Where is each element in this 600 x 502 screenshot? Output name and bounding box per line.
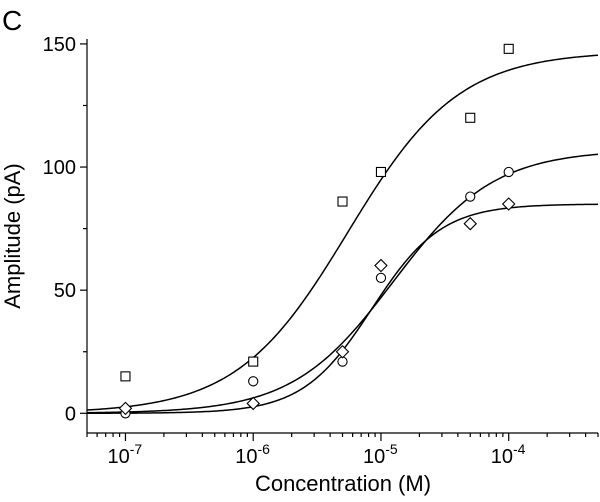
y-tick-label: 150 bbox=[43, 34, 76, 56]
fit-curve-diamonds bbox=[87, 203, 599, 414]
data-point-circle bbox=[465, 191, 476, 202]
data-point-square bbox=[465, 112, 476, 123]
fit-curve-squares bbox=[86, 54, 599, 411]
y-tick-label: 50 bbox=[54, 280, 76, 302]
data-point-square bbox=[120, 371, 131, 382]
data-point-diamond bbox=[335, 344, 350, 359]
data-point-diamond bbox=[501, 197, 516, 211]
data-point-diamond bbox=[463, 216, 478, 231]
y-axis-label: Amplitude (pA) bbox=[0, 163, 25, 309]
data-point-square bbox=[503, 43, 514, 54]
data-point-diamond bbox=[374, 258, 388, 273]
data-point-diamond bbox=[246, 396, 260, 411]
y-tick-label: 100 bbox=[43, 157, 76, 179]
data-point-square bbox=[248, 356, 259, 367]
data-point-diamond bbox=[118, 401, 133, 416]
data-point-square bbox=[375, 166, 387, 178]
x-axis-label: Concentration (M) bbox=[255, 471, 431, 496]
data-point-circle bbox=[503, 166, 514, 178]
data-point-square bbox=[337, 196, 348, 207]
x-tick-label: 10-5 bbox=[363, 441, 398, 468]
x-tick-label: 10-4 bbox=[491, 441, 526, 468]
fit-curve-circles bbox=[86, 153, 599, 414]
x-tick-label: 10-7 bbox=[107, 441, 142, 468]
data-point-circle bbox=[248, 376, 259, 387]
panel-label: C bbox=[2, 5, 22, 36]
data-point-circle bbox=[375, 272, 387, 284]
x-tick-label: 10-6 bbox=[235, 441, 270, 468]
y-tick-label: 0 bbox=[65, 403, 76, 425]
